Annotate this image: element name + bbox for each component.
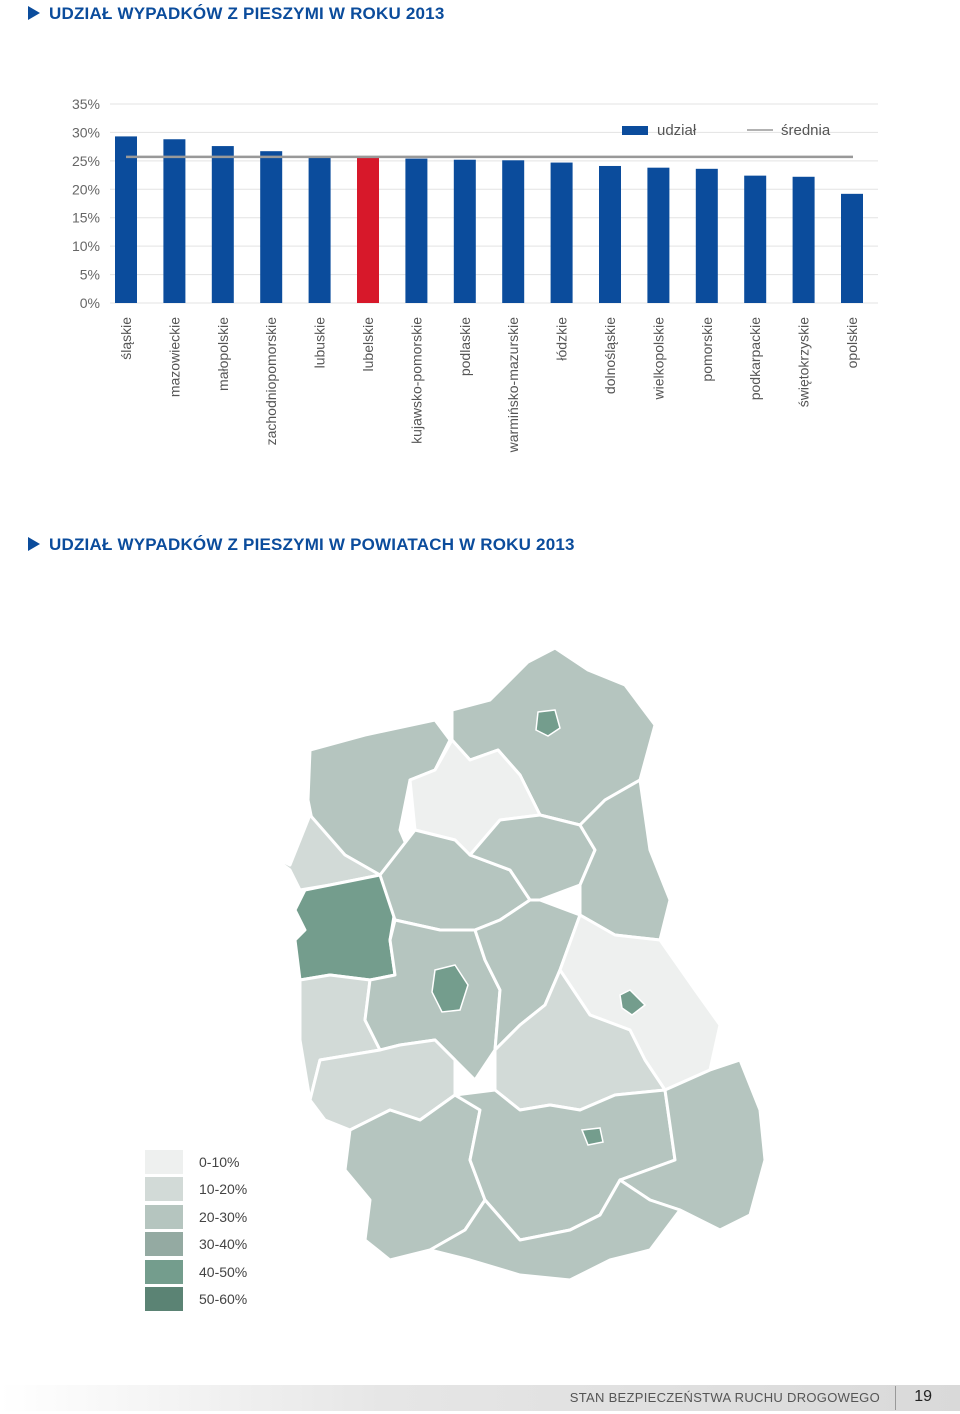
legend-label: 30-40% [199,1236,248,1253]
bar [308,157,331,303]
footer-separator [895,1386,896,1410]
x-category-label: pomorskie [699,317,715,382]
bar [211,146,234,303]
bar [599,165,621,303]
legend-swatch [145,1287,183,1312]
bar [115,136,137,303]
legend-label: 10-20% [199,1181,248,1198]
x-category-label: małopolskie [215,317,231,391]
legend-item: 40-50% [145,1258,247,1286]
x-category-label: zachodniopomorskie [263,317,279,446]
y-tick-label: 25% [72,153,100,169]
map-city-region [619,989,647,1016]
legend-item: 30-40% [145,1231,247,1259]
bar [453,159,476,303]
x-category-label: świętokrzyskie [796,317,812,407]
footer-band [0,1385,960,1411]
y-tick-label: 20% [72,181,100,197]
legend-item: 20-30% [145,1203,247,1231]
legend-swatch [145,1177,183,1202]
map-city-region [580,1127,604,1146]
y-tick-label: 15% [72,210,100,226]
x-category-label: warmińsko-mazurskie [505,317,521,454]
chart-section-title: UDZIAŁ WYPADKÓW Z PIESZYMI W ROKU 2013 [28,4,444,24]
legend-item: 50-60% [145,1286,247,1314]
x-category-label: dolnośląskie [602,317,618,394]
x-category-label: podkarpackie [747,317,763,400]
bar-chart: 0% 5% 10% 15% 20% 25% 30% 35% śląskie mazowieckie… [72,96,878,454]
y-tick-label: 0% [80,295,100,311]
x-category-label: opolskie [844,317,860,369]
bar [695,168,718,303]
choropleth-map [270,646,767,1282]
page-number: 19 [914,1388,932,1405]
bar [357,157,379,303]
map-city-region [535,709,561,737]
x-category-label: mazowieckie [166,317,182,397]
x-category-label: podlaskie [457,317,473,376]
x-category-label: wielkopolskie [650,317,666,401]
legend-item: 0-10% [145,1148,247,1176]
map-region [428,1178,682,1282]
chart-title-text: UDZIAŁ WYPADKÓW Z PIESZYMI W ROKU 2013 [49,4,445,23]
map-legend: 0-10% 10-20% 20-30% 30-40% 40-50% 50-60% [145,1148,247,1313]
triangle-bullet-icon [28,6,40,20]
bar [550,162,573,303]
legend-swatch [145,1259,183,1284]
bar [647,167,670,303]
bar [163,139,186,303]
x-category-label: łódzkie [554,317,570,361]
legend-swatch [145,1232,183,1257]
legend-label: 20-30% [199,1208,248,1225]
legend-swatch [145,1149,183,1174]
bar [744,175,767,303]
legend-label-udzial: udział [657,122,697,139]
bar [792,176,815,303]
map-region [293,873,397,982]
map-title-text: UDZIAŁ WYPADKÓW Z PIESZYMI W POWIATACH W… [49,535,575,554]
x-category-label: lubelskie [360,317,376,372]
bar [841,193,863,303]
legend-item: 10-20% [145,1176,247,1204]
footer-title: STAN BEZPIECZEŃSTWA RUCHU DROGOWEGO [569,1390,880,1405]
triangle-bullet-icon [28,537,40,551]
map-section-title: UDZIAŁ WYPADKÓW Z PIESZYMI W POWIATACH W… [28,535,575,555]
y-tick-label: 10% [72,238,100,254]
bar [502,160,525,303]
y-tick-label: 5% [80,267,100,283]
legend-label-srednia: średnia [781,122,831,139]
bar [405,158,428,303]
legend-swatch [145,1204,183,1229]
y-tick-label: 30% [72,124,100,140]
legend-label: 40-50% [199,1263,248,1280]
map-region [618,1058,767,1232]
legend-swatch-udzial [622,126,648,135]
x-category-label: lubuskie [312,317,328,369]
legend-label: 0-10% [199,1153,240,1170]
legend-label: 50-60% [199,1291,248,1308]
map-city-region [431,964,469,1013]
bar [260,151,283,303]
x-category-label: śląskie [118,317,134,360]
y-tick-label: 35% [72,96,100,112]
x-category-label: kujawsko-pomorskie [408,317,424,444]
